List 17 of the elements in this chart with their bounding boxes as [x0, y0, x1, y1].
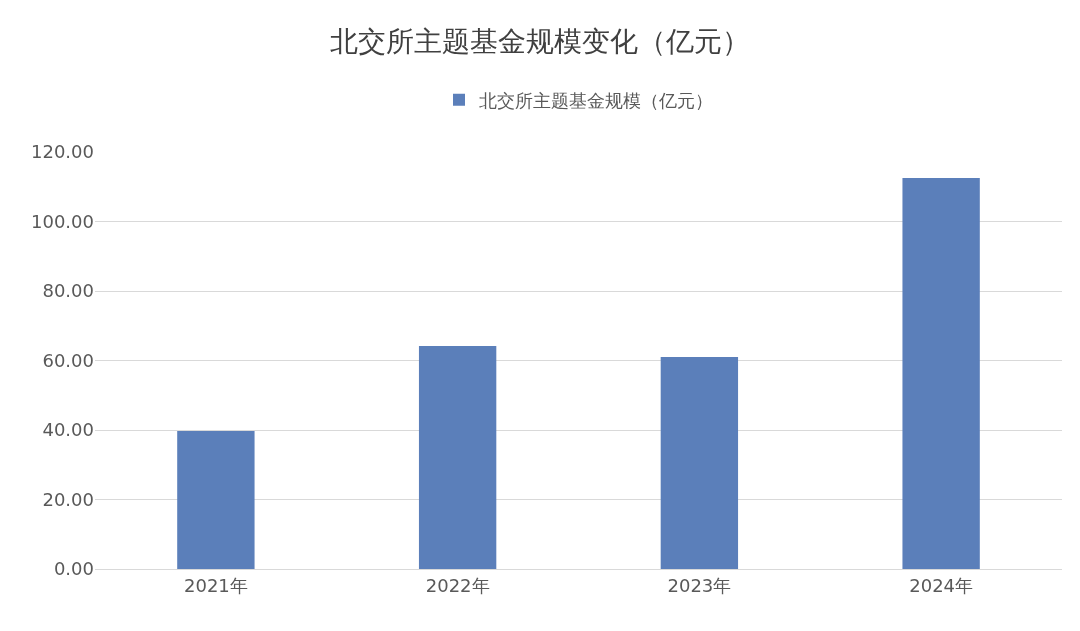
- x-tick-label: 2022年: [425, 574, 490, 596]
- y-tick-label: 80.00: [42, 280, 94, 302]
- x-tick-label: 2024年: [909, 574, 974, 596]
- y-tick-label: 120.00: [31, 141, 94, 163]
- legend-label: 北交所主题基金规模（亿元）: [479, 89, 713, 111]
- bar: [902, 178, 980, 569]
- x-tick-label: 2023年: [667, 574, 732, 596]
- y-tick-label: 60.00: [42, 349, 94, 371]
- x-tick-label: 2021年: [183, 574, 248, 596]
- y-tick-label: 0.00: [53, 558, 94, 580]
- chart-title: 北交所主题基金规模变化（亿元）: [330, 25, 750, 59]
- bar: [177, 431, 255, 569]
- y-tick-label: 40.00: [42, 419, 94, 441]
- y-tick-label: 100.00: [31, 210, 94, 232]
- bar: [660, 357, 739, 569]
- bar: [418, 345, 497, 569]
- y-tick-label: 20.00: [42, 488, 94, 510]
